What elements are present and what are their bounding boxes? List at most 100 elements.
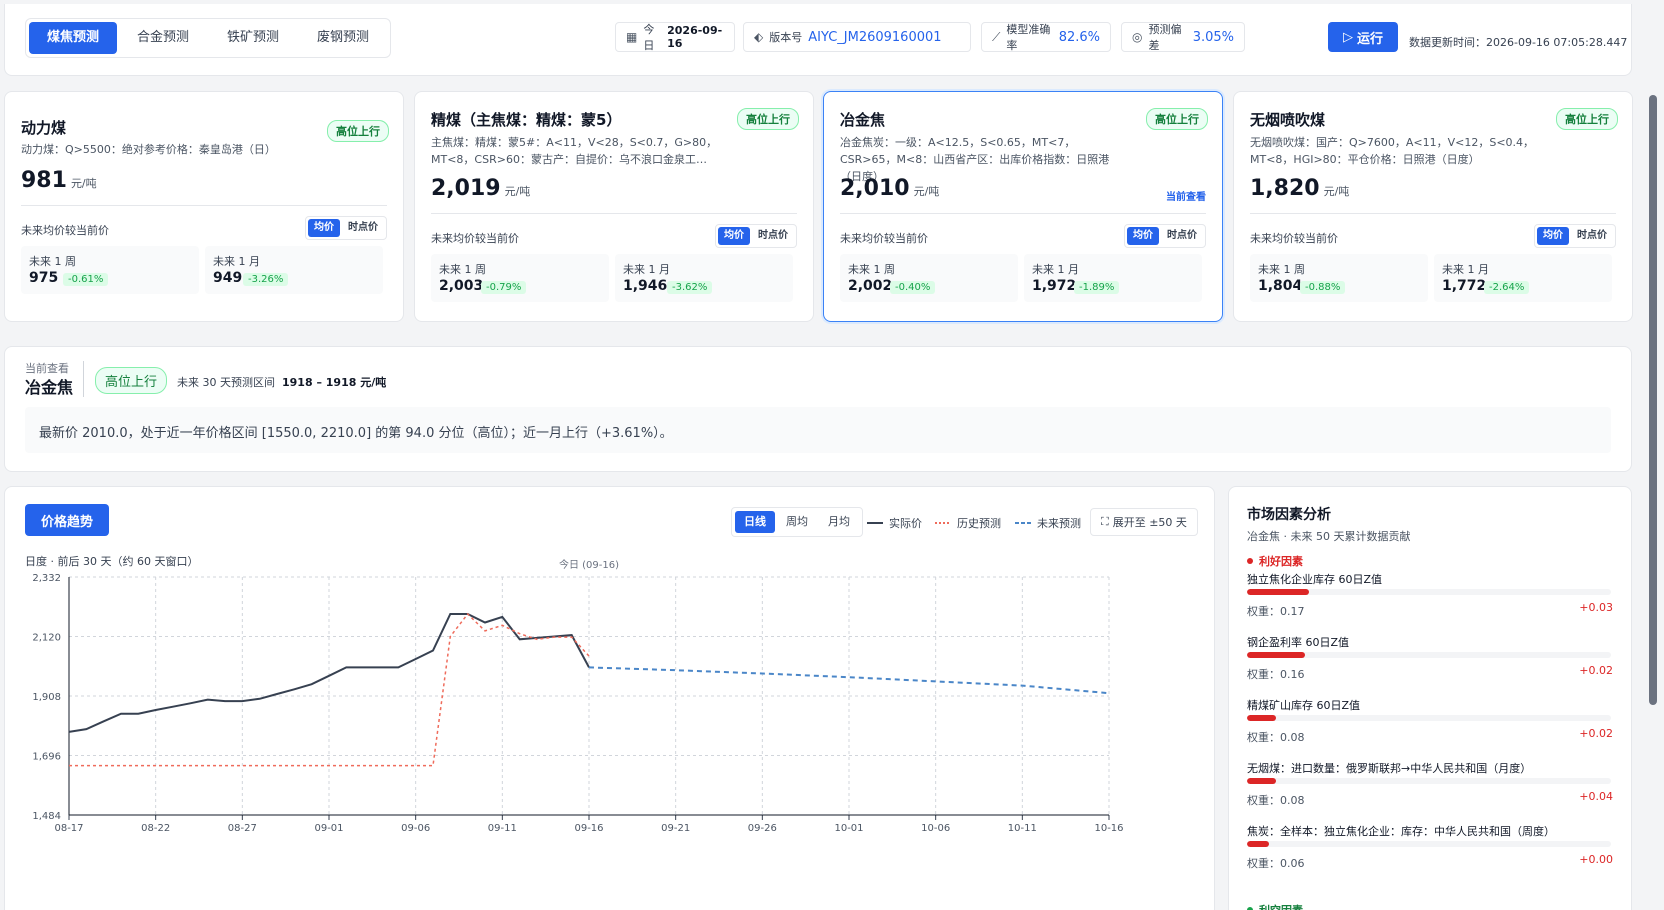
month-change: -3.62% <box>667 281 713 294</box>
forecast-week: 未来 1 周 1,804 -0.88% <box>1250 254 1428 302</box>
product-desc: 无烟喷吹煤：国产：Q>7600，A<11，V<12，S<0.4，MT<8，HGI… <box>1250 136 1535 166</box>
y-tick-label: 1,908 <box>32 692 61 703</box>
current-view-tag: 当前查看 <box>1166 192 1206 203</box>
status-badge: 高位上行 <box>1556 108 1618 130</box>
factor-weight: 权重：0.08 <box>1247 729 1305 745</box>
gran-monthly[interactable]: 月均 <box>828 515 850 528</box>
seg-point[interactable]: 时点价 <box>1577 230 1607 241</box>
divider <box>840 213 1206 214</box>
month-label: 未来 1 月 <box>213 255 260 268</box>
product-name: 冶金焦 <box>840 111 886 129</box>
factor-bar-fill <box>1247 778 1276 784</box>
seg-point[interactable]: 时点价 <box>758 230 788 241</box>
forecast-range-value: 1918 – 1918 元/吨 <box>282 376 387 389</box>
series-actual-line <box>68 613 590 733</box>
negative-dot-icon <box>1247 907 1253 910</box>
run-label: 运行 <box>1356 31 1383 47</box>
factor-bar <box>1247 715 1611 721</box>
x-tick-label: 08-27 <box>228 823 257 834</box>
factor-name: 独立焦化企业库存 60日Z值 <box>1247 573 1383 586</box>
factor-contribution: +0.04 <box>1579 790 1613 803</box>
factor-weight-value: 0.08 <box>1280 794 1305 807</box>
week-label: 未来 1 周 <box>29 255 76 268</box>
version-label: 版本号 <box>769 31 803 44</box>
product-price: 2,019 元/吨 <box>431 176 530 201</box>
week-value: 2,002 <box>848 278 893 294</box>
tab-alloy[interactable]: 合金预测 <box>137 30 190 45</box>
tab-scrap[interactable]: 废钢预测 <box>317 30 370 45</box>
month-change: -1.89% <box>1074 281 1120 294</box>
factor-bar-fill <box>1247 589 1309 595</box>
compare-label: 未来均价较当前价 <box>840 232 928 245</box>
factor-name: 无烟煤：进口数量：俄罗斯联邦→中华人民共和国（月度） <box>1247 762 1532 775</box>
divider <box>431 213 797 214</box>
month-change: -2.64% <box>1484 281 1530 294</box>
x-tick-label: 09-26 <box>748 823 777 834</box>
tab-iron-ore[interactable]: 铁矿预测 <box>227 30 280 45</box>
tag-icon: ⬖ <box>754 30 764 44</box>
seg-point[interactable]: 时点价 <box>1167 230 1197 241</box>
product-price: 981 元/吨 <box>21 168 97 193</box>
week-change: -0.88% <box>1300 281 1346 294</box>
factor-weight-value: 0.06 <box>1280 857 1305 870</box>
chart-subtitle: 日度 · 前后 30 天（约 60 天窗口） <box>25 555 199 568</box>
seg-avg[interactable]: 均价 <box>718 227 750 245</box>
run-button[interactable]: ▷ 运行 <box>1328 22 1398 52</box>
seg-avg[interactable]: 均价 <box>1537 227 1569 245</box>
factors-subtitle: 冶金焦 · 未来 50 天累计数据贡献 <box>1247 530 1411 543</box>
product-card-coking-coal[interactable]: 精煤（主焦煤：精煤：蒙5） 高位上行 主焦煤：精煤：蒙5#：A<11，V<28，… <box>414 91 814 322</box>
forecast-month: 未来 1 月 949 -3.26% <box>205 246 383 294</box>
factor-bar-fill <box>1247 841 1269 847</box>
price-unit: 元/吨 <box>1323 185 1350 198</box>
granularity-toggle: 日线 周均 月均 <box>731 507 863 537</box>
divider <box>21 205 387 206</box>
y-tick-label: 2,120 <box>32 633 61 644</box>
forecast-week: 未来 1 周 975 -0.61% <box>21 246 199 294</box>
gran-daily[interactable]: 日线 <box>735 511 775 533</box>
product-card-thermal-coal[interactable]: 动力煤 高位上行 动力煤：Q>5500：绝对参考价格：秦皇岛港（日） 981 元/… <box>4 91 404 322</box>
week-change: -0.40% <box>890 281 936 294</box>
forecast-month: 未来 1 月 1,972 -1.89% <box>1024 254 1202 302</box>
today-marker-label: 今日 (09-16) <box>559 558 619 571</box>
price-summary: 最新价 2010.0，处于近一年价格区间 [1550.0, 2210.0] 的第… <box>25 407 1611 453</box>
week-value: 975 <box>29 270 59 286</box>
month-label: 未来 1 月 <box>1442 263 1489 276</box>
status-badge: 高位上行 <box>327 120 389 142</box>
positive-label: 利好因素 <box>1259 555 1303 568</box>
status-badge: 高位上行 <box>1146 108 1208 130</box>
factor-weight: 权重：0.16 <box>1247 666 1305 682</box>
price-mode-toggle: 均价 时点价 <box>1124 224 1206 248</box>
price-unit: 元/吨 <box>504 185 531 198</box>
x-tick-label: 10-01 <box>834 823 863 834</box>
factor-bar <box>1247 778 1611 784</box>
factor-contribution: +0.03 <box>1579 601 1613 614</box>
compare-label: 未来均价较当前价 <box>431 232 519 245</box>
price-mode-toggle: 均价 时点价 <box>305 216 387 240</box>
price-value: 981 <box>21 168 67 193</box>
gran-weekly[interactable]: 周均 <box>786 515 808 528</box>
legend-hist-label: 历史预测 <box>957 517 1001 530</box>
scrollbar-thumb[interactable] <box>1649 95 1657 705</box>
price-trend-button[interactable]: 价格趋势 <box>25 504 109 536</box>
factor-contribution: +0.02 <box>1579 664 1613 677</box>
status-badge: 高位上行 <box>737 108 799 130</box>
seg-avg[interactable]: 均价 <box>308 219 340 237</box>
line-chart-icon: ⟋ <box>992 29 1001 44</box>
week-change: -0.61% <box>63 273 109 286</box>
tab-coal-coke[interactable]: 煤焦预测 <box>29 22 118 54</box>
product-card-met-coke[interactable]: 冶金焦 高位上行 冶金焦炭：一级：A<12.5，S<0.65，MT<7，CSR>… <box>823 91 1223 322</box>
x-tick-label: 09-01 <box>314 823 343 834</box>
week-change: -0.79% <box>481 281 527 294</box>
legend-future-forecast: 未来预测 <box>1015 515 1081 531</box>
product-desc: 冶金焦炭：一级：A<12.5，S<0.65，MT<7，CSR>65，M<8：山西… <box>840 136 1110 183</box>
product-price: 1,820 元/吨 <box>1250 176 1349 201</box>
expand-range-button[interactable]: ⛶ 展开至 ±50 天 <box>1090 508 1198 536</box>
y-tick-label: 1,696 <box>32 752 61 763</box>
compare-label: 未来均价较当前价 <box>21 224 109 237</box>
product-card-anthracite[interactable]: 无烟喷吹煤 高位上行 无烟喷吹煤：国产：Q>7600，A<11，V<12，S<0… <box>1233 91 1633 322</box>
factor-weight: 权重：0.06 <box>1247 855 1305 871</box>
factor-name: 精煤矿山库存 60日Z值 <box>1247 699 1361 712</box>
seg-avg[interactable]: 均价 <box>1127 227 1159 245</box>
seg-point[interactable]: 时点价 <box>348 222 378 233</box>
accuracy-label: 模型准确率 <box>1006 23 1051 52</box>
